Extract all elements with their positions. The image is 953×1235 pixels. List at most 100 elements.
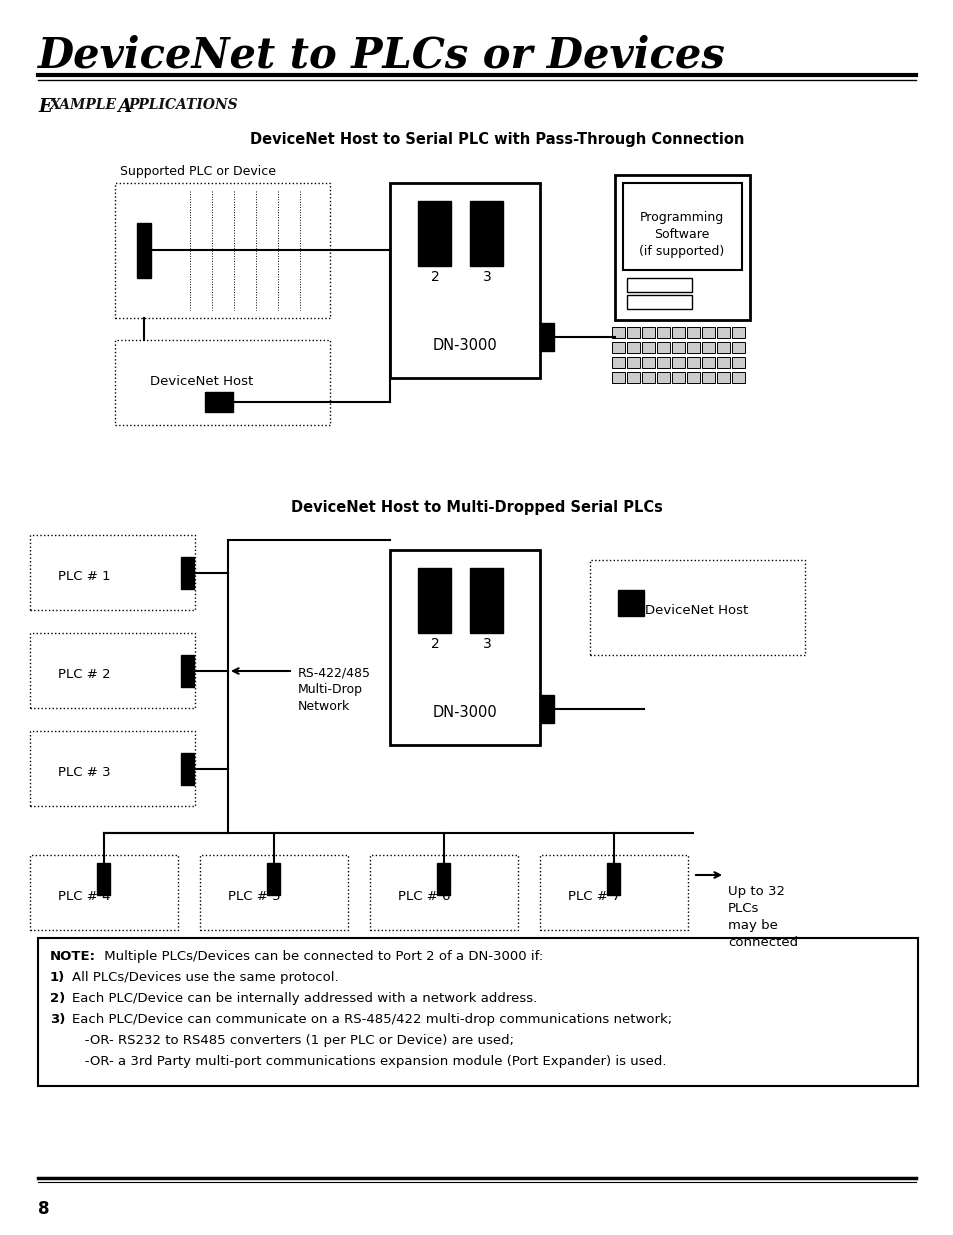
Bar bbox=[612, 342, 624, 353]
Bar bbox=[717, 342, 729, 353]
Text: DeviceNet Host to Multi-Dropped Serial PLCs: DeviceNet Host to Multi-Dropped Serial P… bbox=[291, 500, 662, 515]
Bar bbox=[38, 939, 917, 1086]
Text: -OR- RS232 to RS485 converters (1 per PLC or Device) are used;: -OR- RS232 to RS485 converters (1 per PL… bbox=[71, 1034, 514, 1047]
Text: 3: 3 bbox=[482, 637, 491, 651]
Bar bbox=[30, 855, 178, 930]
Bar bbox=[30, 731, 194, 806]
Text: PLC # 1: PLC # 1 bbox=[58, 569, 111, 583]
Bar bbox=[671, 327, 684, 338]
Bar bbox=[686, 357, 700, 368]
Bar bbox=[731, 342, 744, 353]
Bar bbox=[417, 201, 451, 266]
Bar bbox=[717, 357, 729, 368]
Text: PLC # 2: PLC # 2 bbox=[58, 667, 111, 680]
Bar bbox=[181, 557, 193, 589]
Bar bbox=[641, 372, 655, 383]
Bar bbox=[267, 863, 280, 895]
Text: All PLCs/Devices use the same protocol.: All PLCs/Devices use the same protocol. bbox=[71, 971, 338, 984]
Bar bbox=[390, 183, 539, 378]
Bar bbox=[626, 327, 639, 338]
Text: PLC # 5: PLC # 5 bbox=[228, 889, 280, 903]
Bar bbox=[589, 559, 804, 655]
Text: DN-3000: DN-3000 bbox=[432, 338, 497, 353]
Bar bbox=[30, 634, 194, 708]
Text: DeviceNet Host: DeviceNet Host bbox=[644, 604, 748, 618]
Bar bbox=[205, 391, 233, 412]
Bar bbox=[200, 855, 348, 930]
Text: PLC # 6: PLC # 6 bbox=[397, 889, 450, 903]
Bar bbox=[626, 342, 639, 353]
Bar bbox=[701, 372, 714, 383]
Bar bbox=[626, 372, 639, 383]
Text: 8: 8 bbox=[38, 1200, 50, 1218]
Bar bbox=[657, 327, 669, 338]
Bar bbox=[657, 372, 669, 383]
Bar bbox=[626, 295, 691, 309]
Bar bbox=[701, 327, 714, 338]
Text: PLC # 7: PLC # 7 bbox=[567, 889, 620, 903]
Text: NOTE:: NOTE: bbox=[50, 950, 96, 963]
Text: Each PLC/Device can be internally addressed with a network address.: Each PLC/Device can be internally addres… bbox=[71, 992, 537, 1005]
Text: -OR- a 3rd Party multi-port communications expansion module (Port Expander) is u: -OR- a 3rd Party multi-port communicatio… bbox=[71, 1055, 666, 1068]
Bar bbox=[115, 183, 330, 317]
Text: 2): 2) bbox=[50, 992, 65, 1005]
Text: PLC # 3: PLC # 3 bbox=[58, 766, 111, 778]
Bar bbox=[622, 183, 741, 270]
Text: 2: 2 bbox=[430, 270, 439, 284]
Text: DeviceNet Host: DeviceNet Host bbox=[150, 375, 253, 388]
Bar bbox=[539, 855, 687, 930]
Bar bbox=[470, 201, 502, 266]
Bar bbox=[618, 590, 643, 616]
Bar bbox=[641, 327, 655, 338]
Text: Up to 32
PLCs
may be
connected: Up to 32 PLCs may be connected bbox=[727, 885, 798, 948]
Text: XAMPLE: XAMPLE bbox=[50, 98, 117, 112]
Text: Programming
Software
(if supported): Programming Software (if supported) bbox=[639, 211, 724, 258]
Bar bbox=[115, 340, 330, 425]
Bar bbox=[731, 327, 744, 338]
Text: 3: 3 bbox=[482, 270, 491, 284]
Bar bbox=[626, 278, 691, 291]
Bar bbox=[671, 357, 684, 368]
Text: E: E bbox=[38, 98, 51, 116]
Text: 1): 1) bbox=[50, 971, 65, 984]
Text: Multiple PLCs/Devices can be connected to Port 2 of a DN-3000 if:: Multiple PLCs/Devices can be connected t… bbox=[100, 950, 542, 963]
Text: Supported PLC or Device: Supported PLC or Device bbox=[120, 165, 275, 178]
Bar bbox=[181, 655, 193, 687]
Text: 3): 3) bbox=[50, 1013, 66, 1026]
Text: DeviceNet Host to Serial PLC with Pass-Through Connection: DeviceNet Host to Serial PLC with Pass-T… bbox=[250, 132, 743, 147]
Bar bbox=[626, 357, 639, 368]
Bar bbox=[417, 568, 451, 634]
Text: PLC # 4: PLC # 4 bbox=[58, 889, 111, 903]
Bar bbox=[731, 372, 744, 383]
Bar bbox=[671, 372, 684, 383]
Text: Each PLC/Device can communicate on a RS-485/422 multi-drop communications networ: Each PLC/Device can communicate on a RS-… bbox=[71, 1013, 672, 1026]
Bar bbox=[612, 327, 624, 338]
Bar bbox=[686, 342, 700, 353]
Bar bbox=[686, 327, 700, 338]
Bar bbox=[641, 342, 655, 353]
Bar bbox=[390, 550, 539, 745]
Bar bbox=[657, 357, 669, 368]
Bar bbox=[612, 372, 624, 383]
Text: 2: 2 bbox=[430, 637, 439, 651]
Text: RS-422/485
Multi-Drop
Network: RS-422/485 Multi-Drop Network bbox=[297, 666, 371, 713]
Bar bbox=[717, 372, 729, 383]
Bar bbox=[97, 863, 110, 895]
Bar bbox=[657, 342, 669, 353]
Bar bbox=[470, 568, 502, 634]
Bar bbox=[701, 342, 714, 353]
Bar bbox=[539, 695, 554, 722]
Bar bbox=[612, 357, 624, 368]
Bar bbox=[370, 855, 517, 930]
Bar bbox=[436, 863, 450, 895]
Bar bbox=[731, 357, 744, 368]
Text: DeviceNet to PLCs or Devices: DeviceNet to PLCs or Devices bbox=[38, 35, 725, 77]
Bar bbox=[539, 324, 554, 351]
Bar bbox=[137, 224, 151, 278]
Bar bbox=[641, 357, 655, 368]
Bar bbox=[686, 372, 700, 383]
Text: A: A bbox=[112, 98, 132, 116]
Text: DN-3000: DN-3000 bbox=[432, 705, 497, 720]
Text: PPLICATIONS: PPLICATIONS bbox=[128, 98, 237, 112]
Bar bbox=[701, 357, 714, 368]
